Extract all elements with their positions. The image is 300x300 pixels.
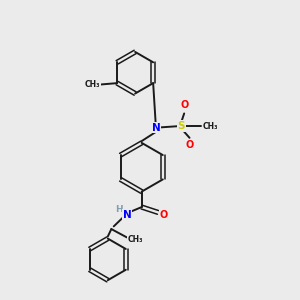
Text: O: O xyxy=(160,210,168,220)
Text: N: N xyxy=(152,123,160,133)
Text: H: H xyxy=(115,205,123,214)
Text: N: N xyxy=(123,210,131,220)
Text: CH₃: CH₃ xyxy=(128,235,143,244)
Text: S: S xyxy=(178,121,185,131)
Text: CH₃: CH₃ xyxy=(85,80,100,88)
Text: O: O xyxy=(185,140,194,150)
Text: O: O xyxy=(180,100,188,110)
Text: CH₃: CH₃ xyxy=(202,122,218,131)
